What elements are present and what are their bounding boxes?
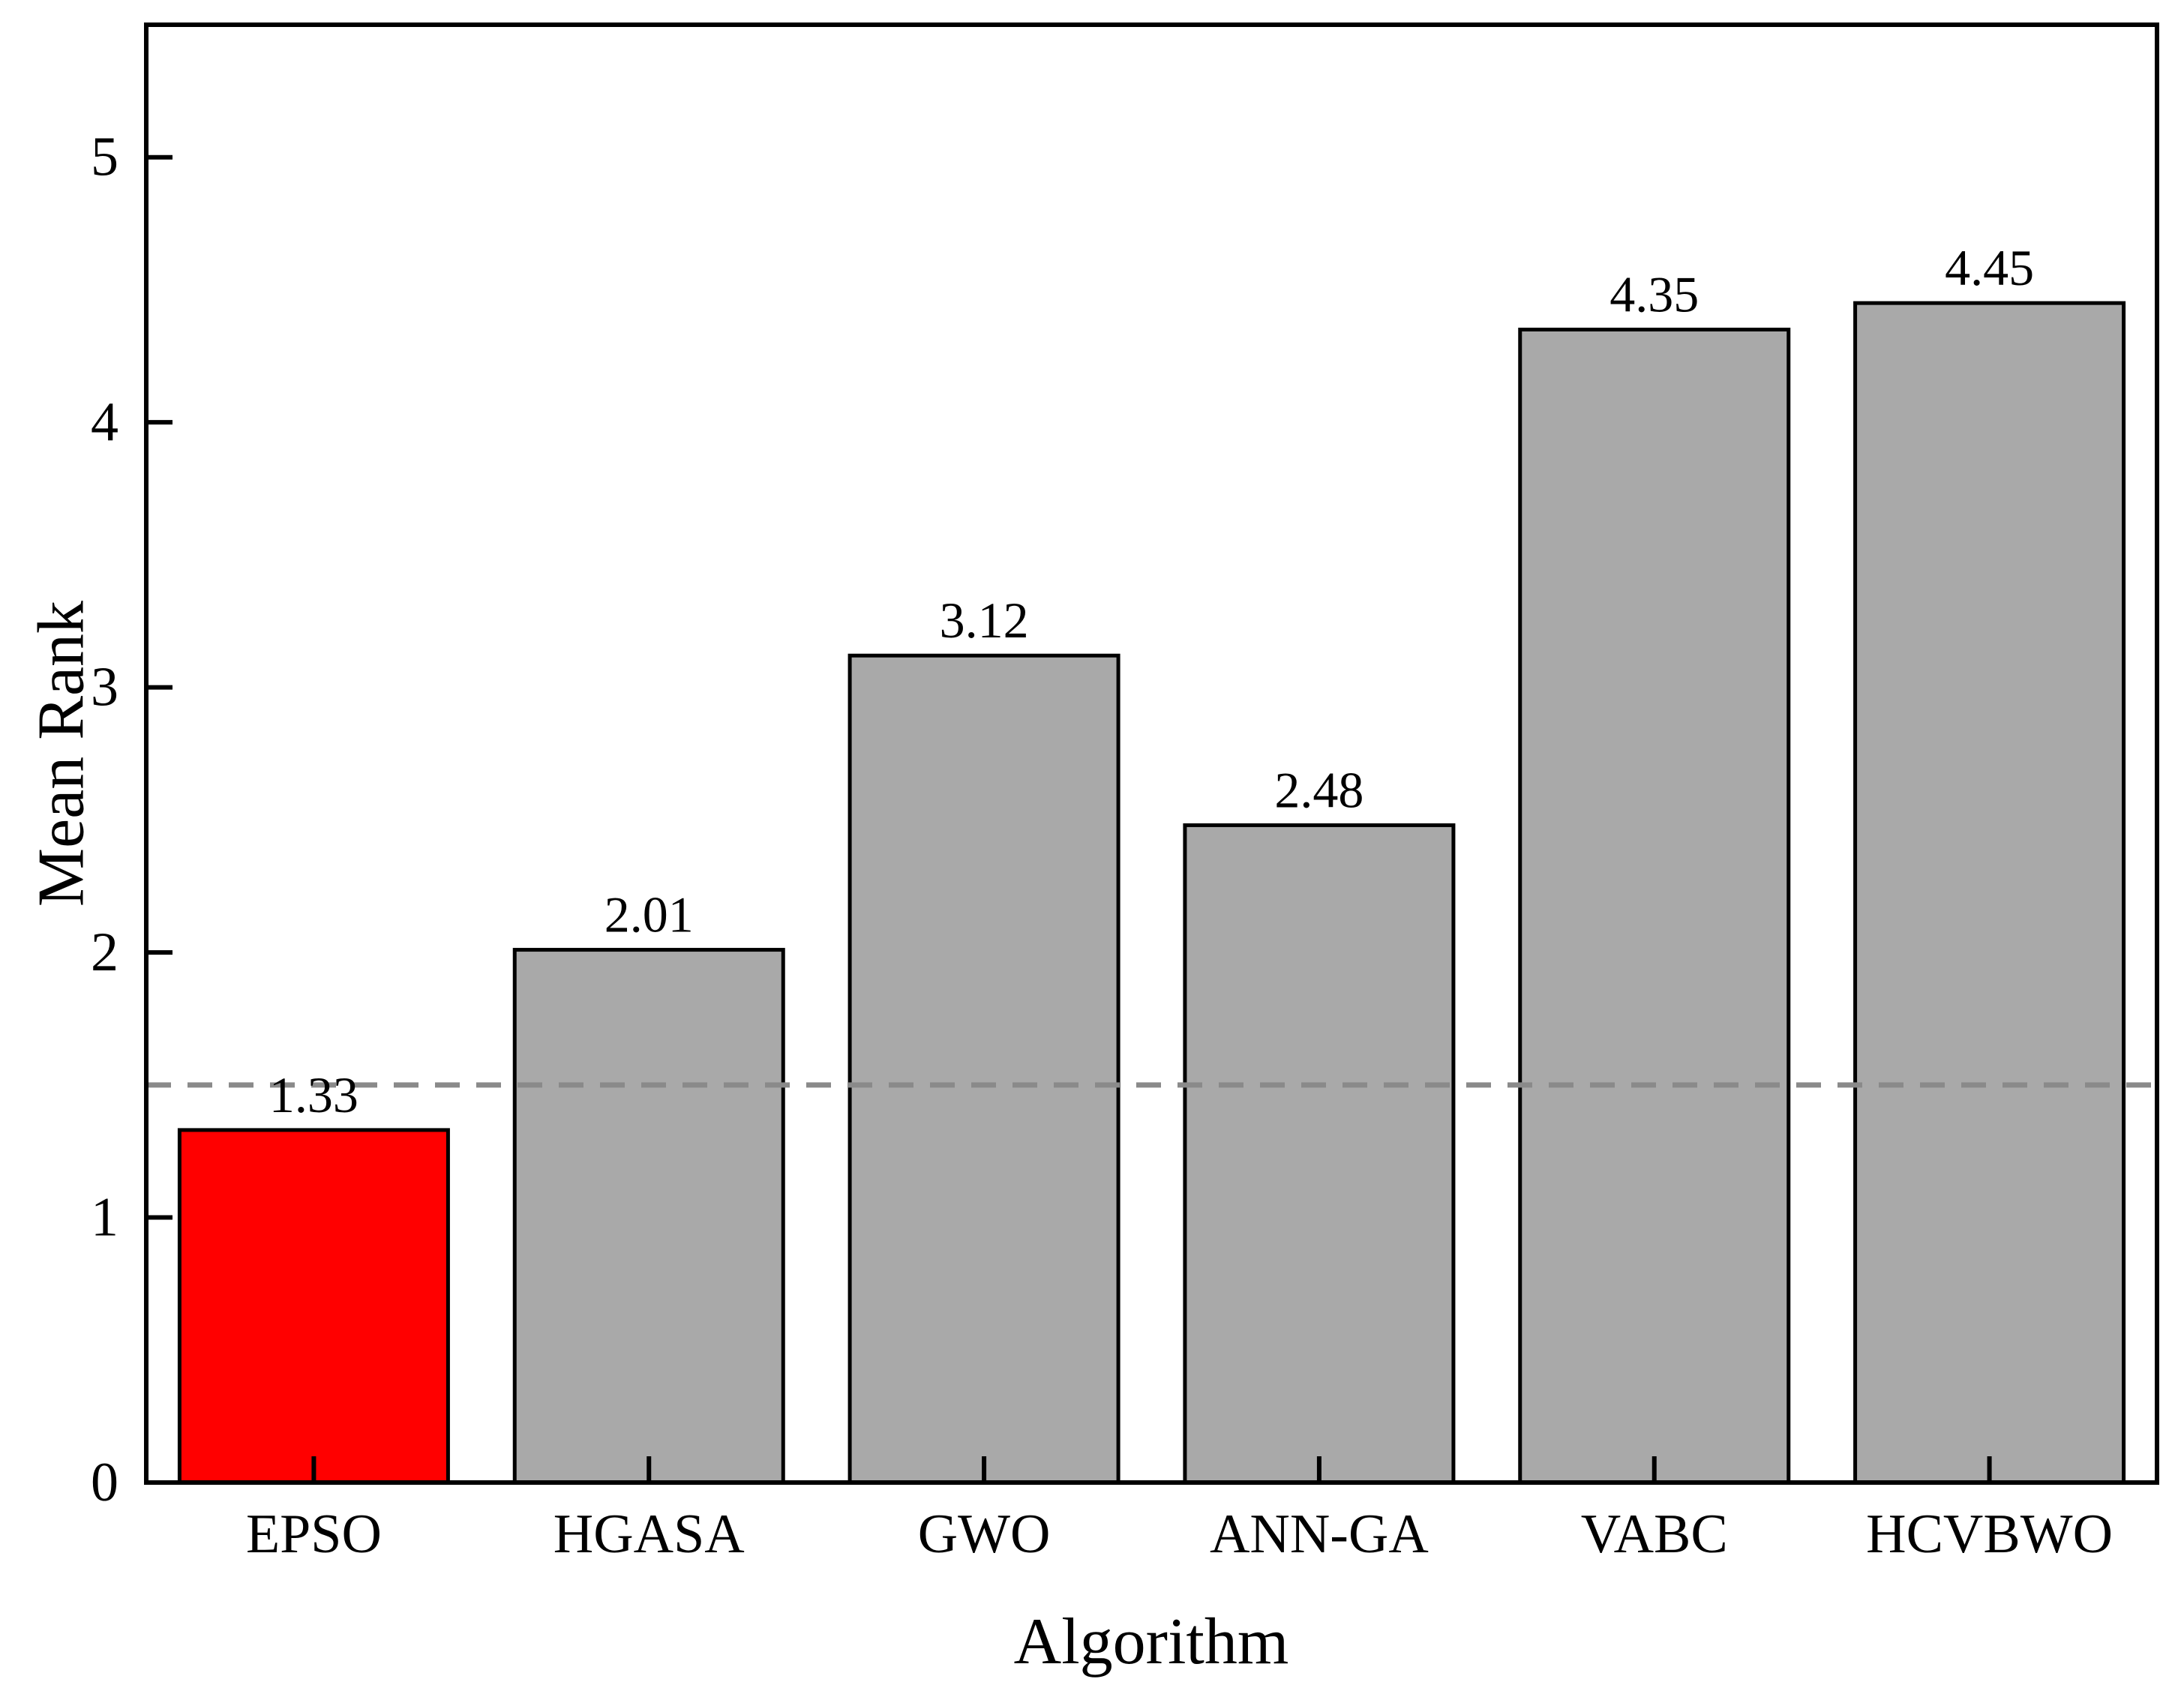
x-tick-label-epso: EPSO <box>246 1504 382 1565</box>
y-tick-label: 4 <box>91 391 118 453</box>
y-tick-label: 0 <box>91 1452 118 1513</box>
x-tick-label-hcvbwo: HCVBWO <box>1866 1504 2113 1565</box>
bar-value-label: 3.12 <box>940 592 1029 649</box>
x-tick-label-hgasa: HGASA <box>554 1504 745 1565</box>
y-axis-title: Mean Rank <box>26 601 98 907</box>
bar-gwo <box>848 653 1120 1485</box>
y-tick-label: 2 <box>91 922 118 983</box>
bar-value-label: 2.01 <box>604 886 694 943</box>
bar-ann-ga <box>1183 823 1456 1485</box>
bar-hgasa <box>512 948 785 1485</box>
bar-value-label: 4.45 <box>1945 239 2034 296</box>
bar-hcvbwo <box>1853 301 2126 1485</box>
y-tick-label: 3 <box>91 657 118 718</box>
bar-value-label: 4.35 <box>1610 265 1699 322</box>
bar-value-label: 1.33 <box>269 1066 358 1123</box>
x-tick-label-vabc: VABC <box>1581 1504 1728 1565</box>
bar-vabc <box>1518 327 1791 1485</box>
x-tick-label-gwo: GWO <box>918 1504 1051 1565</box>
x-tick-label-ann-ga: ANN-GA <box>1210 1504 1429 1565</box>
x-axis-title: Algorithm <box>1014 1606 1289 1678</box>
y-tick-label: 1 <box>91 1187 118 1249</box>
bar-epso <box>177 1128 450 1485</box>
bar-value-label: 2.48 <box>1274 761 1364 818</box>
y-tick-label: 5 <box>91 127 118 188</box>
plot-frame <box>144 22 2159 1485</box>
